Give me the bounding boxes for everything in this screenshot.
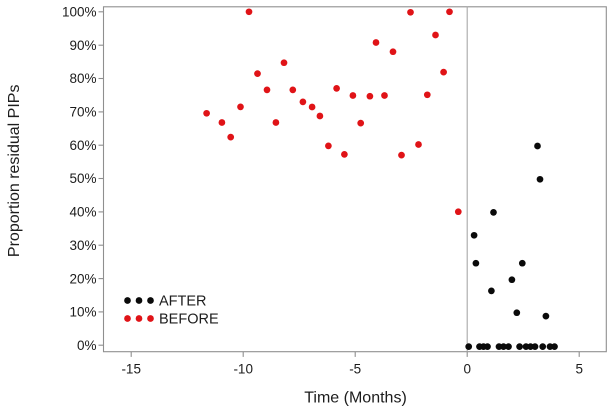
- svg-text:50%: 50%: [69, 171, 96, 186]
- svg-text:Proportion residual PIPs: Proportion residual PIPs: [6, 85, 23, 258]
- svg-text:AFTER: AFTER: [159, 294, 207, 310]
- svg-text:70%: 70%: [69, 105, 96, 120]
- svg-text:0: 0: [463, 362, 471, 377]
- svg-text:100%: 100%: [62, 5, 97, 20]
- svg-text:-5: -5: [349, 362, 361, 377]
- svg-text:30%: 30%: [69, 238, 96, 253]
- svg-text:40%: 40%: [69, 205, 96, 220]
- svg-text:-15: -15: [121, 362, 141, 377]
- svg-text:10%: 10%: [69, 305, 96, 320]
- svg-text:5: 5: [575, 362, 583, 377]
- svg-text:0%: 0%: [77, 338, 97, 353]
- svg-text:-10: -10: [233, 362, 253, 377]
- svg-text:BEFORE: BEFORE: [159, 312, 219, 328]
- svg-text:60%: 60%: [69, 138, 96, 153]
- svg-text:20%: 20%: [69, 271, 96, 286]
- svg-text:Time (Months): Time (Months): [304, 390, 407, 407]
- svg-text:80%: 80%: [69, 71, 96, 86]
- svg-text:90%: 90%: [69, 38, 96, 53]
